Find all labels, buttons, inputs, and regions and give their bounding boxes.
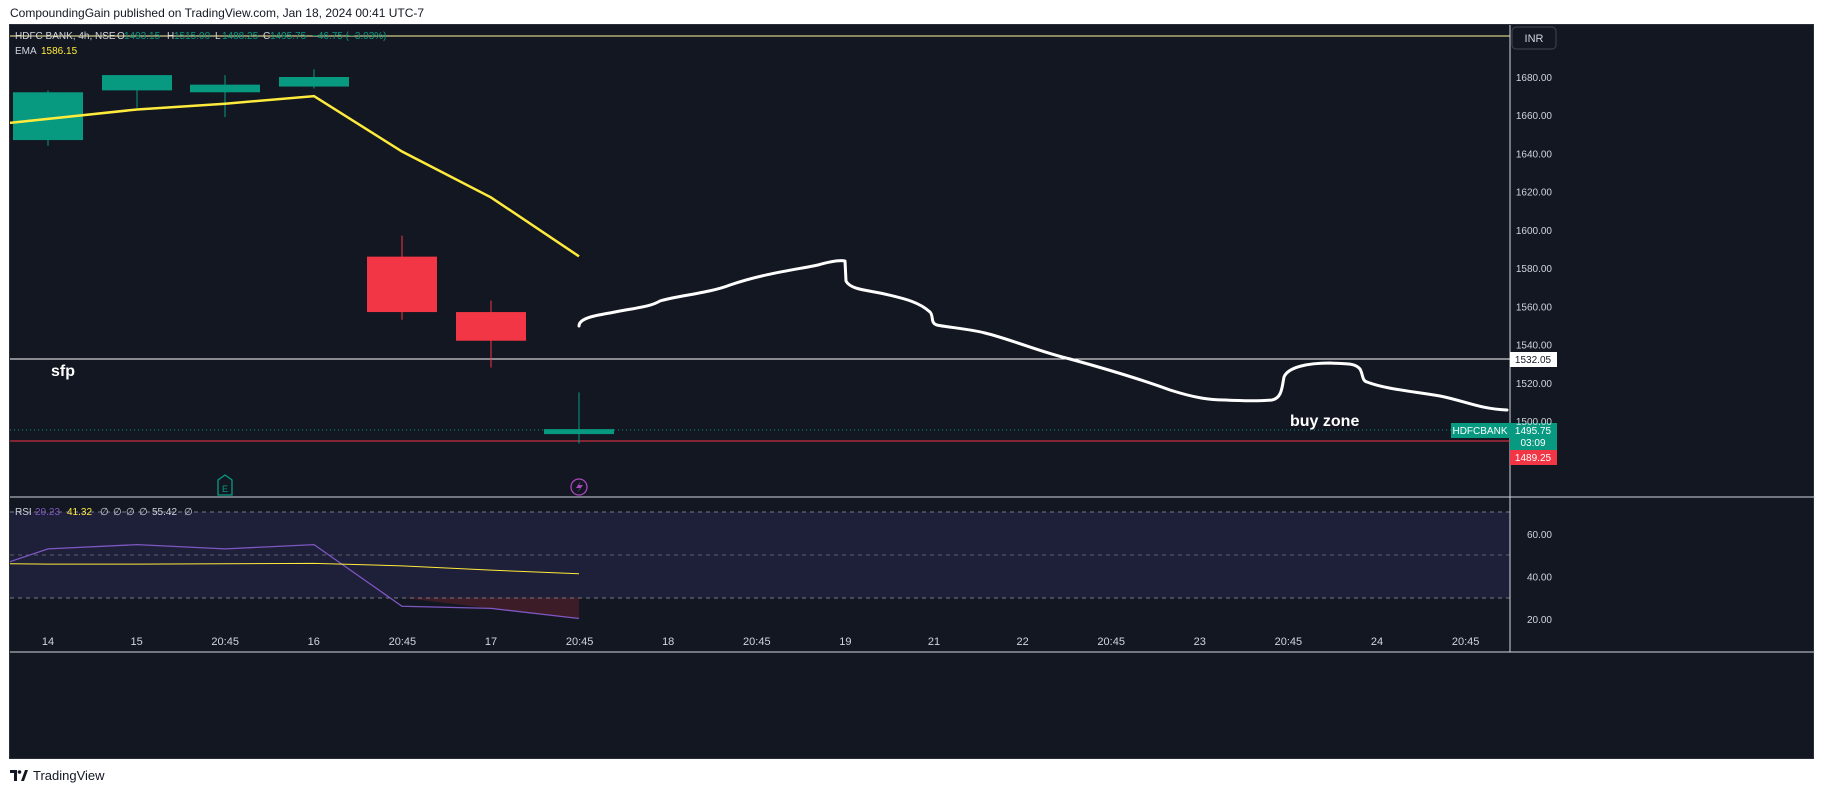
svg-text:03:09: 03:09 xyxy=(1520,438,1545,449)
rsi-tick-2: 20.00 xyxy=(1527,615,1552,626)
legend-ema-value: 1586.15 xyxy=(41,46,78,57)
currency-label[interactable]: INR xyxy=(1525,33,1544,45)
rsi-legend-v2: 41.32 xyxy=(67,507,92,518)
level-price-tag: 1532.05 xyxy=(1510,352,1557,367)
chart-canvas[interactable]: sfp buy zone E HDFC BANK, 4h, NSE O 1493… xyxy=(10,25,1815,760)
tradingview-logo-icon xyxy=(10,770,28,781)
candles[interactable] xyxy=(13,69,614,444)
rsi-legend-v8: ∅ xyxy=(184,507,193,518)
buy-zone-label[interactable]: buy zone xyxy=(1290,413,1359,430)
price-tick-8: 1520.00 xyxy=(1516,379,1553,390)
chart-frame[interactable]: sfp buy zone E HDFC BANK, 4h, NSE O 1493… xyxy=(9,24,1815,760)
svg-text:1495.75: 1495.75 xyxy=(1515,426,1552,437)
candle-body-1[interactable] xyxy=(102,75,172,91)
candle-body-2[interactable] xyxy=(190,84,260,93)
legend-open-label: O xyxy=(117,31,125,42)
price-tick-4: 1600.00 xyxy=(1516,226,1553,237)
rsi-legend-v4: ∅ xyxy=(113,507,122,518)
rsi-legend-v1: 20.23 xyxy=(35,507,60,518)
legend-low: 1488.25 xyxy=(222,31,259,42)
ema-line[interactable] xyxy=(10,94,580,258)
legend-change: −46.75 (−3.03%) xyxy=(312,31,387,42)
legend-symbol[interactable]: HDFC BANK, 4h, NSE xyxy=(15,31,116,42)
rsi-tick-0: 60.00 xyxy=(1527,530,1552,541)
time-tick-16: 20:45 xyxy=(1452,636,1480,648)
tradingview-logo-text: TradingView xyxy=(33,768,105,783)
time-tick-3: 16 xyxy=(308,636,320,648)
lightning-icon[interactable] xyxy=(570,478,588,496)
low-price-tag: 1489.25 xyxy=(1510,450,1557,465)
price-tick-5: 1580.00 xyxy=(1516,264,1553,275)
time-tick-5: 17 xyxy=(485,636,497,648)
candle-body-5[interactable] xyxy=(456,312,526,341)
time-tick-1: 15 xyxy=(130,636,142,648)
time-axis-ticks[interactable]: 14 15 20:45 16 20:45 17 20:45 18 20:45 19 21 22 20:4… xyxy=(42,636,1479,648)
lightning-bolt-icon xyxy=(576,481,583,493)
candle-body-4[interactable] xyxy=(367,256,437,313)
rsi-legend-v6: ∅ xyxy=(139,507,148,518)
time-tick-11: 22 xyxy=(1016,636,1028,648)
rsi-legend-label[interactable]: RSI xyxy=(15,507,32,518)
time-tick-14: 20:45 xyxy=(1275,636,1303,648)
rsi-tick-1: 40.00 xyxy=(1527,573,1552,584)
earnings-marker[interactable]: E xyxy=(217,474,233,496)
rsi-axis-ticks[interactable]: 60.00 40.00 20.00 xyxy=(1527,530,1552,626)
earnings-letter: E xyxy=(222,484,228,494)
projection-drawing[interactable] xyxy=(577,259,1509,412)
price-axis-ticks[interactable]: 1680.00 1660.00 1640.00 1620.00 1600.00 1580.… xyxy=(1516,73,1553,428)
time-tick-6: 20:45 xyxy=(566,636,594,648)
time-tick-13: 23 xyxy=(1194,636,1206,648)
symbol-tag: HDFCBANK xyxy=(1451,423,1510,438)
price-tick-6: 1560.00 xyxy=(1516,302,1553,313)
earnings-icon[interactable] xyxy=(217,474,233,496)
legend-high-label: H xyxy=(167,31,174,42)
legend-close-label: C xyxy=(263,31,270,42)
price-tick-2: 1640.00 xyxy=(1516,149,1553,160)
time-tick-10: 21 xyxy=(928,636,940,648)
legend-high: 1515.00 xyxy=(174,31,211,42)
candle-body-6[interactable] xyxy=(544,429,614,435)
price-tick-9: 1500.00 xyxy=(1516,417,1553,428)
sfp-label[interactable]: sfp xyxy=(51,363,75,380)
dividend-marker[interactable] xyxy=(570,478,588,496)
legend-open: 1493.15 xyxy=(124,31,161,42)
time-tick-7: 18 xyxy=(662,636,674,648)
time-tick-15: 24 xyxy=(1371,636,1383,648)
rsi-legend-v7: 55.42 xyxy=(152,507,177,518)
legend-low-label: L xyxy=(215,31,221,42)
time-tick-12: 20:45 xyxy=(1097,636,1125,648)
time-tick-8: 20:45 xyxy=(743,636,771,648)
time-tick-0: 14 xyxy=(42,636,54,648)
rsi-line[interactable] xyxy=(10,543,580,620)
rsi-ma-line[interactable] xyxy=(10,562,580,575)
last-price-tag: 1495.75 03:09 xyxy=(1510,423,1557,450)
publish-caption: CompoundingGain published on TradingView… xyxy=(10,6,425,20)
legend-ema-label[interactable]: EMA xyxy=(15,46,37,57)
price-tick-7: 1540.00 xyxy=(1516,341,1553,352)
time-tick-9: 19 xyxy=(839,636,851,648)
svg-text:1532.05: 1532.05 xyxy=(1515,355,1552,366)
currency-button[interactable]: INR xyxy=(1511,26,1557,50)
svg-text:HDFCBANK: HDFCBANK xyxy=(1452,426,1507,437)
tradingview-logo[interactable]: TradingView xyxy=(10,768,105,783)
candle-body-3[interactable] xyxy=(279,77,349,87)
rsi-legend-v5: ∅ xyxy=(126,507,135,518)
rsi-legend[interactable]: RSI 20.23 41.32 ∅ ∅ ∅ ∅ 55.42 ∅ xyxy=(15,507,193,518)
price-tick-1: 1660.00 xyxy=(1516,111,1553,122)
main-legend[interactable]: HDFC BANK, 4h, NSE O 1493.15 H 1515.00 L… xyxy=(15,31,387,57)
rsi-legend-v3: ∅ xyxy=(100,507,109,518)
legend-close: 1495.75 xyxy=(270,31,307,42)
svg-text:1489.25: 1489.25 xyxy=(1515,453,1552,464)
time-tick-2: 20:45 xyxy=(211,636,239,648)
price-tick-3: 1620.00 xyxy=(1516,188,1553,199)
price-tick-0: 1680.00 xyxy=(1516,73,1553,84)
time-tick-4: 20:45 xyxy=(389,636,417,648)
